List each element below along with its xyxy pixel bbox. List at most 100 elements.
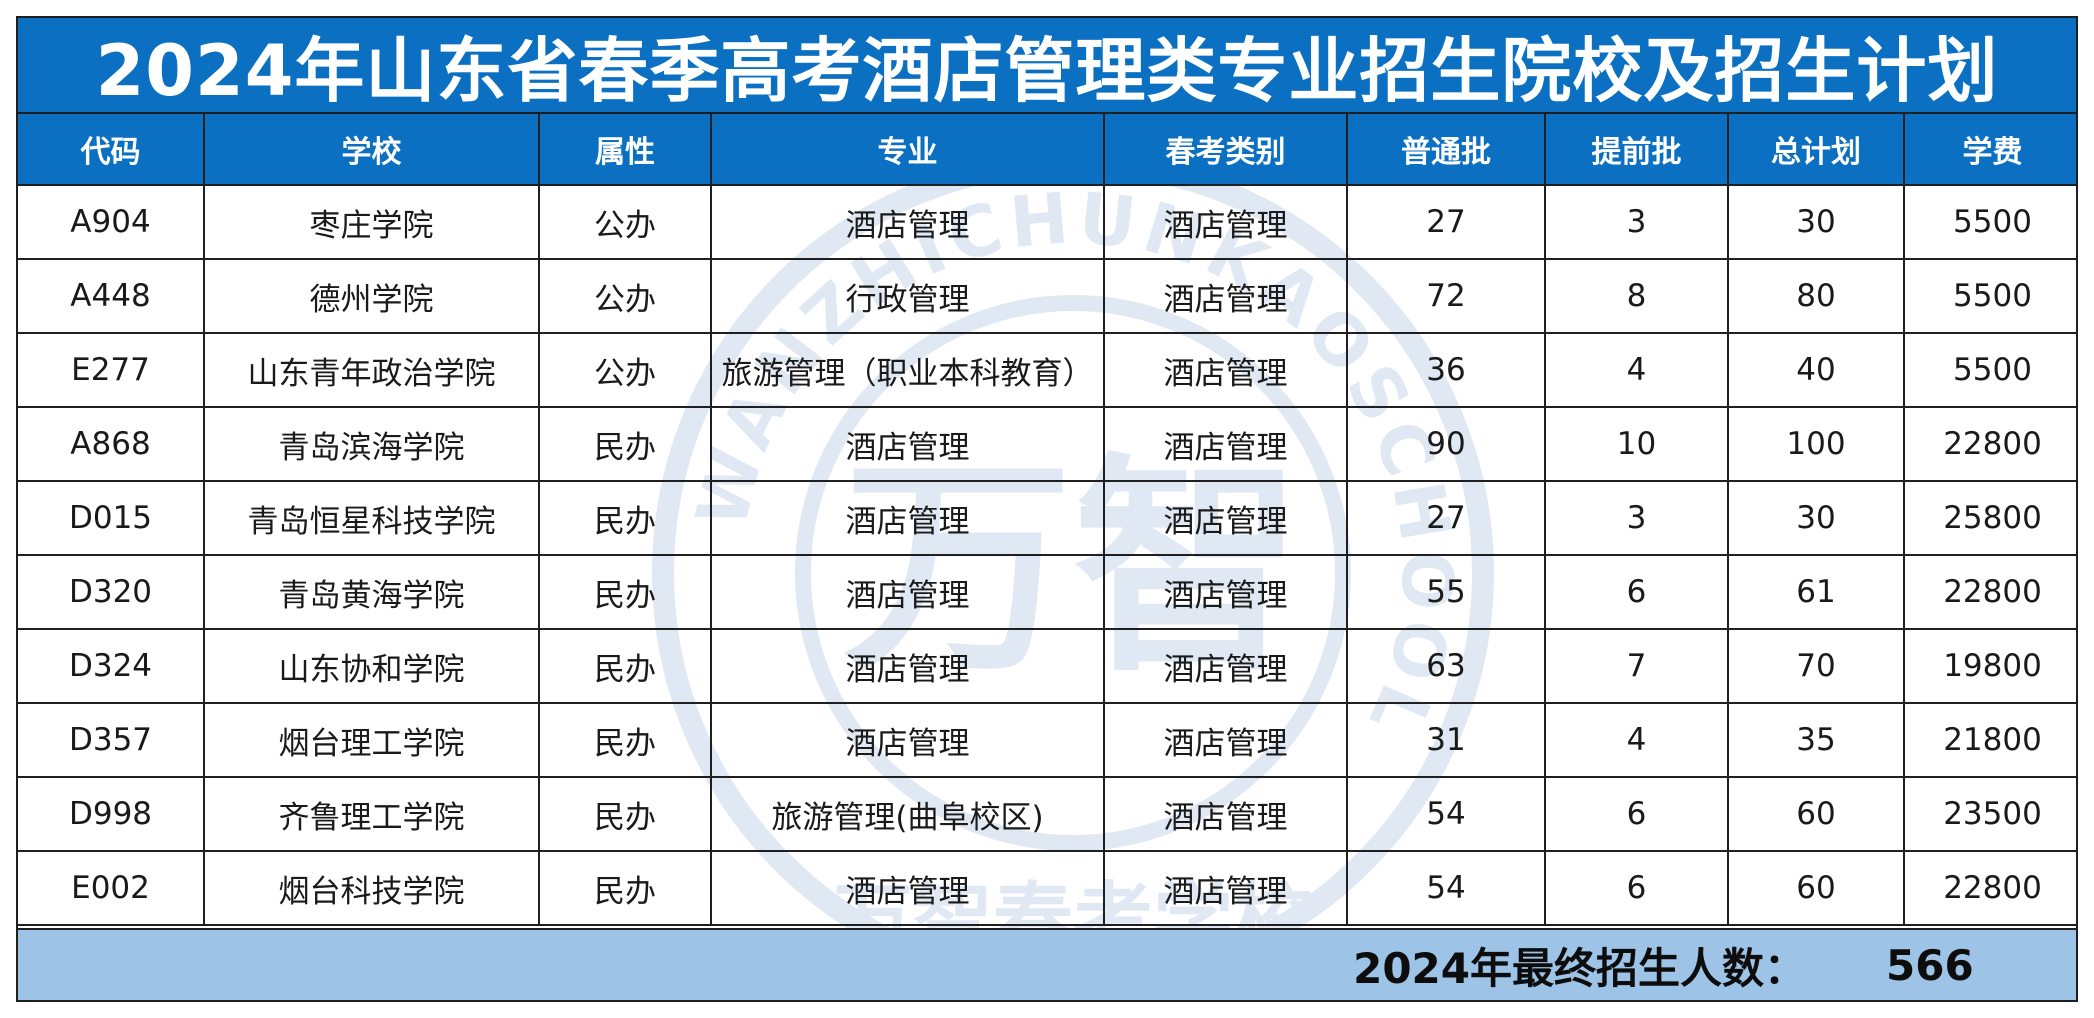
cell-code: D320 (18, 554, 205, 630)
cell-total-plan: 100 (1727, 406, 1905, 482)
table-row: D320 青岛黄海学院 民办 酒店管理 酒店管理 55 6 61 22800 (18, 554, 2076, 630)
cell-tuition: 22800 (1903, 554, 2076, 630)
admission-table: 代码 学校 属性 专业 春考类别 普通批 提前批 总计划 学费 A904 枣庄学… (18, 114, 2076, 926)
cell-exam-category: 酒店管理 (1103, 184, 1348, 260)
cell-school: 山东协和学院 (203, 628, 540, 704)
cell-total-plan: 60 (1727, 776, 1905, 852)
cell-major: 酒店管理 (710, 850, 1105, 926)
cell-school: 青岛恒星科技学院 (203, 480, 540, 556)
cell-code: D357 (18, 702, 205, 778)
cell-total-plan: 61 (1727, 554, 1905, 630)
cell-early-batch: 6 (1544, 850, 1729, 926)
cell-total-plan: 60 (1727, 850, 1905, 926)
cell-early-batch: 6 (1544, 554, 1729, 630)
cell-early-batch: 8 (1544, 258, 1729, 334)
cell-code: D998 (18, 776, 205, 852)
cell-code: A904 (18, 184, 205, 260)
table-row: D324 山东协和学院 民办 酒店管理 酒店管理 63 7 70 19800 (18, 628, 2076, 704)
column-header-school: 学校 (203, 114, 540, 186)
cell-total-plan: 80 (1727, 258, 1905, 334)
cell-total-plan: 70 (1727, 628, 1905, 704)
cell-regular-batch: 31 (1346, 702, 1546, 778)
table-row: D015 青岛恒星科技学院 民办 酒店管理 酒店管理 27 3 30 25800 (18, 480, 2076, 556)
total-value: 566 (1886, 940, 1974, 990)
cell-ownership: 民办 (538, 628, 712, 704)
cell-ownership: 公办 (538, 258, 712, 334)
cell-tuition: 5500 (1903, 184, 2076, 260)
page-title: 2024年山东省春季高考酒店管理类专业招生院校及招生计划 (18, 18, 2076, 114)
cell-exam-category: 酒店管理 (1103, 554, 1348, 630)
cell-school: 烟台理工学院 (203, 702, 540, 778)
cell-exam-category: 酒店管理 (1103, 702, 1348, 778)
cell-code: D015 (18, 480, 205, 556)
cell-exam-category: 酒店管理 (1103, 406, 1348, 482)
cell-code: A448 (18, 258, 205, 334)
cell-exam-category: 酒店管理 (1103, 258, 1348, 334)
cell-early-batch: 4 (1544, 702, 1729, 778)
table-header-row: 代码 学校 属性 专业 春考类别 普通批 提前批 总计划 学费 (18, 114, 2076, 186)
cell-school: 青岛滨海学院 (203, 406, 540, 482)
cell-total-plan: 35 (1727, 702, 1905, 778)
cell-total-plan: 40 (1727, 332, 1905, 408)
cell-regular-batch: 36 (1346, 332, 1546, 408)
cell-major: 旅游管理(曲阜校区) (710, 776, 1105, 852)
table-row: E002 烟台科技学院 民办 酒店管理 酒店管理 54 6 60 22800 (18, 850, 2076, 926)
cell-code: A868 (18, 406, 205, 482)
cell-regular-batch: 90 (1346, 406, 1546, 482)
table-row: A868 青岛滨海学院 民办 酒店管理 酒店管理 90 10 100 22800 (18, 406, 2076, 482)
cell-code: E277 (18, 332, 205, 408)
cell-ownership: 公办 (538, 184, 712, 260)
cell-exam-category: 酒店管理 (1103, 850, 1348, 926)
cell-tuition: 19800 (1903, 628, 2076, 704)
cell-major: 行政管理 (710, 258, 1105, 334)
cell-exam-category: 酒店管理 (1103, 332, 1348, 408)
cell-early-batch: 7 (1544, 628, 1729, 704)
cell-school: 齐鲁理工学院 (203, 776, 540, 852)
cell-regular-batch: 63 (1346, 628, 1546, 704)
cell-code: D324 (18, 628, 205, 704)
cell-regular-batch: 27 (1346, 480, 1546, 556)
cell-ownership: 民办 (538, 702, 712, 778)
cell-major: 酒店管理 (710, 480, 1105, 556)
cell-tuition: 25800 (1903, 480, 2076, 556)
column-header-total-plan: 总计划 (1727, 114, 1905, 186)
cell-school: 枣庄学院 (203, 184, 540, 260)
cell-early-batch: 10 (1544, 406, 1729, 482)
cell-major: 酒店管理 (710, 406, 1105, 482)
column-header-early-batch: 提前批 (1544, 114, 1729, 186)
cell-early-batch: 3 (1544, 184, 1729, 260)
cell-tuition: 22800 (1903, 406, 2076, 482)
cell-school: 青岛黄海学院 (203, 554, 540, 630)
column-header-ownership: 属性 (538, 114, 712, 186)
cell-exam-category: 酒店管理 (1103, 480, 1348, 556)
table-row: A904 枣庄学院 公办 酒店管理 酒店管理 27 3 30 5500 (18, 184, 2076, 260)
cell-ownership: 民办 (538, 554, 712, 630)
cell-ownership: 民办 (538, 406, 712, 482)
admission-plan-sheet: WANZHICHUNKAOSCHOOL 万智 万智春考学校 2024年山东省春季… (16, 16, 2078, 1002)
cell-regular-batch: 55 (1346, 554, 1546, 630)
cell-ownership: 民办 (538, 850, 712, 926)
table-row: E277 山东青年政治学院 公办 旅游管理（职业本科教育） 酒店管理 36 4 … (18, 332, 2076, 408)
cell-regular-batch: 72 (1346, 258, 1546, 334)
column-header-exam-category: 春考类别 (1103, 114, 1348, 186)
total-summary-bar: 2024年最终招生人数： 566 (18, 928, 2076, 1000)
table-row: A448 德州学院 公办 行政管理 酒店管理 72 8 80 5500 (18, 258, 2076, 334)
cell-school: 山东青年政治学院 (203, 332, 540, 408)
cell-regular-batch: 54 (1346, 776, 1546, 852)
cell-major: 酒店管理 (710, 184, 1105, 260)
table-row: D357 烟台理工学院 民办 酒店管理 酒店管理 31 4 35 21800 (18, 702, 2076, 778)
cell-exam-category: 酒店管理 (1103, 628, 1348, 704)
table-row: D998 齐鲁理工学院 民办 旅游管理(曲阜校区) 酒店管理 54 6 60 2… (18, 776, 2076, 852)
cell-early-batch: 6 (1544, 776, 1729, 852)
cell-tuition: 5500 (1903, 332, 2076, 408)
column-header-major: 专业 (710, 114, 1105, 186)
cell-ownership: 公办 (538, 332, 712, 408)
cell-total-plan: 30 (1727, 184, 1905, 260)
cell-ownership: 民办 (538, 776, 712, 852)
total-label: 2024年最终招生人数： (1353, 943, 1806, 993)
cell-early-batch: 4 (1544, 332, 1729, 408)
cell-ownership: 民办 (538, 480, 712, 556)
cell-major: 酒店管理 (710, 702, 1105, 778)
cell-major: 酒店管理 (710, 628, 1105, 704)
cell-regular-batch: 54 (1346, 850, 1546, 926)
